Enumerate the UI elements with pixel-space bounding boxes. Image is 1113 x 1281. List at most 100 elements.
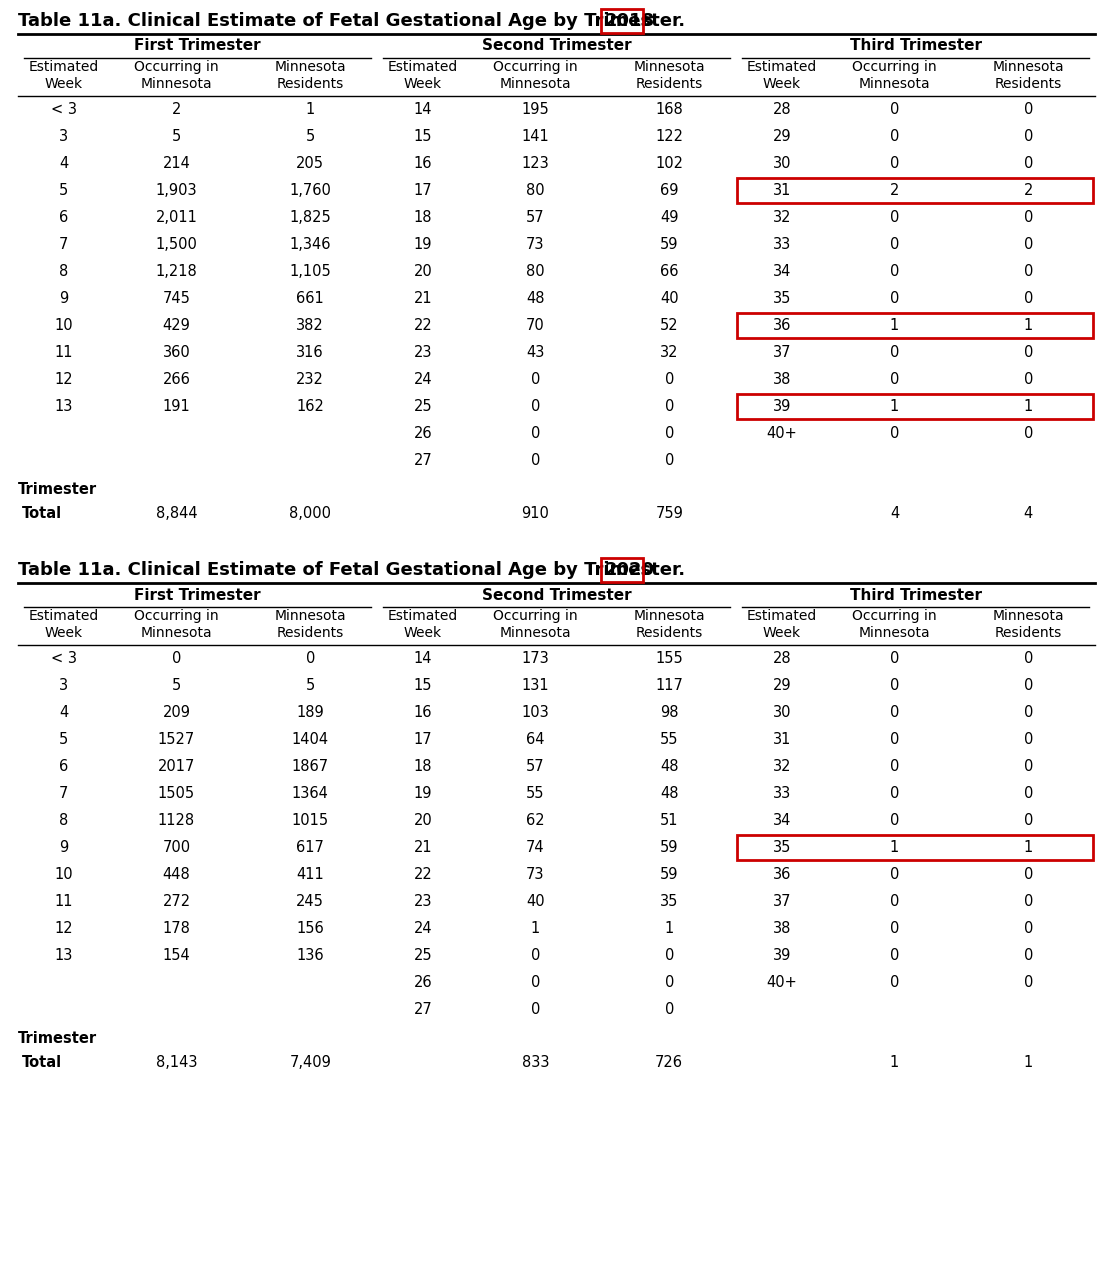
Text: 661: 661 bbox=[296, 291, 324, 306]
Text: 14: 14 bbox=[414, 102, 432, 117]
Text: 1527: 1527 bbox=[158, 731, 195, 747]
Text: Minnesota
Residents: Minnesota Residents bbox=[993, 608, 1064, 640]
Text: Estimated
Week: Estimated Week bbox=[387, 608, 457, 640]
Text: 62: 62 bbox=[526, 813, 544, 828]
Text: 20: 20 bbox=[413, 264, 432, 279]
Text: 48: 48 bbox=[660, 787, 679, 801]
Text: 43: 43 bbox=[526, 345, 544, 360]
Text: 29: 29 bbox=[772, 678, 791, 693]
Text: 0: 0 bbox=[1024, 678, 1033, 693]
Text: 2017: 2017 bbox=[158, 760, 195, 774]
Text: Estimated
Week: Estimated Week bbox=[29, 608, 99, 640]
Text: 8: 8 bbox=[59, 264, 68, 279]
Text: 21: 21 bbox=[413, 840, 432, 854]
Text: 0: 0 bbox=[664, 453, 673, 468]
Text: 700: 700 bbox=[162, 840, 190, 854]
Text: 0: 0 bbox=[531, 1002, 540, 1017]
Text: 245: 245 bbox=[296, 894, 324, 910]
Text: 9: 9 bbox=[59, 291, 68, 306]
Text: Estimated
Week: Estimated Week bbox=[747, 608, 817, 640]
Text: 131: 131 bbox=[522, 678, 550, 693]
Text: 0: 0 bbox=[889, 264, 899, 279]
Text: 759: 759 bbox=[656, 506, 683, 521]
Text: 0: 0 bbox=[1024, 291, 1033, 306]
Text: First Trimester: First Trimester bbox=[135, 588, 260, 602]
Text: 48: 48 bbox=[526, 291, 544, 306]
Text: 35: 35 bbox=[772, 840, 791, 854]
Text: Minnesota
Residents: Minnesota Residents bbox=[993, 60, 1064, 91]
Text: 11: 11 bbox=[55, 345, 73, 360]
Text: 0: 0 bbox=[171, 651, 181, 666]
Text: 0: 0 bbox=[1024, 948, 1033, 963]
Text: Occurring in
Minnesota: Occurring in Minnesota bbox=[135, 608, 219, 640]
Text: 0: 0 bbox=[306, 651, 315, 666]
Text: 214: 214 bbox=[162, 156, 190, 170]
Text: 411: 411 bbox=[296, 867, 324, 883]
Text: 0: 0 bbox=[889, 210, 899, 225]
Text: 57: 57 bbox=[526, 760, 544, 774]
Text: 173: 173 bbox=[522, 651, 550, 666]
Bar bbox=[601, 9, 643, 33]
Text: 14: 14 bbox=[414, 651, 432, 666]
Text: 36: 36 bbox=[772, 318, 791, 333]
Text: 1: 1 bbox=[664, 921, 673, 936]
Text: 1,825: 1,825 bbox=[289, 210, 331, 225]
Bar bbox=[737, 178, 1093, 202]
Text: 1: 1 bbox=[890, 398, 899, 414]
Text: 20: 20 bbox=[413, 813, 432, 828]
Text: 745: 745 bbox=[162, 291, 190, 306]
Text: 19: 19 bbox=[414, 237, 432, 252]
Text: 1,500: 1,500 bbox=[156, 237, 197, 252]
Text: 0: 0 bbox=[1024, 921, 1033, 936]
Text: 26: 26 bbox=[413, 975, 432, 990]
Text: 51: 51 bbox=[660, 813, 679, 828]
Text: 1: 1 bbox=[890, 840, 899, 854]
Text: 0: 0 bbox=[1024, 156, 1033, 170]
Text: 0: 0 bbox=[889, 760, 899, 774]
Text: 103: 103 bbox=[522, 705, 550, 720]
Text: 74: 74 bbox=[526, 840, 544, 854]
Text: Trimester: Trimester bbox=[18, 482, 97, 497]
Text: 0: 0 bbox=[664, 975, 673, 990]
Text: 0: 0 bbox=[1024, 427, 1033, 441]
Text: 25: 25 bbox=[413, 948, 432, 963]
Text: 28: 28 bbox=[772, 102, 791, 117]
Text: 316: 316 bbox=[296, 345, 324, 360]
Text: 2: 2 bbox=[889, 183, 899, 199]
Text: 0: 0 bbox=[889, 813, 899, 828]
Text: 0: 0 bbox=[889, 237, 899, 252]
Text: 15: 15 bbox=[414, 129, 432, 143]
Text: 40: 40 bbox=[660, 291, 679, 306]
Text: 18: 18 bbox=[414, 760, 432, 774]
Text: Estimated
Week: Estimated Week bbox=[747, 60, 817, 91]
Text: 156: 156 bbox=[296, 921, 324, 936]
Text: 0: 0 bbox=[1024, 975, 1033, 990]
Text: 16: 16 bbox=[414, 705, 432, 720]
Text: 9: 9 bbox=[59, 840, 68, 854]
Text: 162: 162 bbox=[296, 398, 324, 414]
Text: 0: 0 bbox=[531, 453, 540, 468]
Text: 1128: 1128 bbox=[158, 813, 195, 828]
Text: 6: 6 bbox=[59, 760, 68, 774]
Text: 122: 122 bbox=[656, 129, 683, 143]
Text: 448: 448 bbox=[162, 867, 190, 883]
Text: 37: 37 bbox=[772, 894, 791, 910]
Text: 24: 24 bbox=[413, 921, 432, 936]
Text: 16: 16 bbox=[414, 156, 432, 170]
Text: 13: 13 bbox=[55, 948, 73, 963]
Text: 36: 36 bbox=[772, 867, 791, 883]
Text: 55: 55 bbox=[660, 731, 679, 747]
Text: 0: 0 bbox=[531, 371, 540, 387]
Text: 102: 102 bbox=[656, 156, 683, 170]
Text: 0: 0 bbox=[1024, 102, 1033, 117]
Text: 8,844: 8,844 bbox=[156, 506, 197, 521]
Text: 0: 0 bbox=[531, 398, 540, 414]
Text: 1505: 1505 bbox=[158, 787, 195, 801]
Text: 10: 10 bbox=[55, 318, 73, 333]
Text: 4: 4 bbox=[59, 156, 68, 170]
Text: Second Trimester: Second Trimester bbox=[482, 588, 631, 602]
Text: 0: 0 bbox=[889, 705, 899, 720]
Text: 64: 64 bbox=[526, 731, 544, 747]
Text: 30: 30 bbox=[772, 156, 791, 170]
Text: Occurring in
Minnesota: Occurring in Minnesota bbox=[853, 60, 937, 91]
